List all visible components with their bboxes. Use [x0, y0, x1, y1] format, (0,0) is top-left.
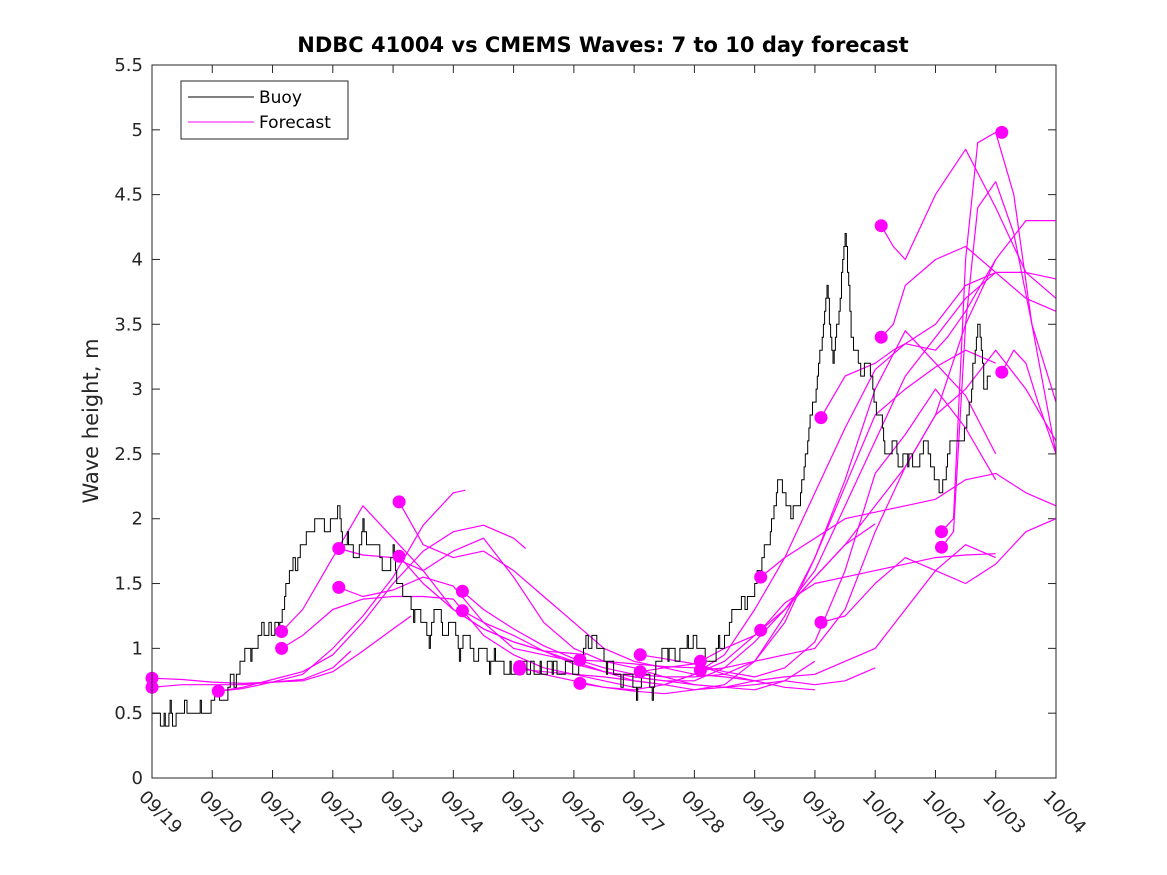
- forecast-marker: [693, 654, 707, 668]
- forecast-marker: [275, 625, 289, 638]
- forecast-marker: [275, 641, 289, 655]
- y-tick-label: 2: [132, 509, 143, 530]
- forecast-line: [218, 489, 466, 692]
- plot-frame: [151, 64, 1057, 779]
- forecast-marker: [814, 615, 828, 629]
- forecast-marker: [513, 662, 527, 676]
- y-tick-label: 0: [132, 768, 143, 789]
- forecast-marker: [573, 653, 587, 667]
- y-tick-label: 4.5: [114, 185, 143, 206]
- y-tick-label: 3: [132, 379, 143, 400]
- forecast-line: [880, 148, 1057, 299]
- forecast-line: [1001, 349, 1057, 455]
- forecast-line: [820, 220, 1056, 418]
- forecast-line: [281, 505, 586, 656]
- forecast-line: [760, 472, 1057, 578]
- legend-buoy-label: Buoy: [259, 88, 302, 108]
- forecast-marker: [633, 665, 647, 679]
- legend-forecast-label: Forecast: [259, 113, 331, 133]
- chart-title: NDBC 41004 vs CMEMS Waves: 7 to 10 day f…: [297, 33, 908, 57]
- forecast-marker: [693, 663, 707, 677]
- y-tick-label: 3.5: [114, 314, 143, 335]
- forecast-line: [760, 553, 996, 631]
- forecast-marker: [455, 604, 469, 618]
- forecast-marker: [814, 411, 828, 425]
- y-tick-label: 4: [132, 249, 143, 270]
- forecast-marker: [332, 580, 346, 594]
- forecast-marker: [455, 584, 469, 598]
- forecast-marker: [573, 676, 587, 690]
- forecast-marker: [995, 125, 1009, 139]
- forecast-marker: [392, 549, 406, 563]
- forecast-marker: [995, 365, 1009, 379]
- y-tick-label: 2.5: [114, 444, 143, 465]
- forecast-line: [151, 615, 412, 685]
- forecast-line: [820, 518, 1057, 623]
- forecast-marker: [754, 623, 768, 637]
- forecast-marker: [633, 648, 647, 662]
- forecast-line: [700, 349, 1057, 671]
- forecast-line: [579, 330, 997, 695]
- forecast-line: [218, 524, 527, 692]
- forecast-marker: [211, 684, 225, 698]
- forecast-line: [941, 181, 1057, 548]
- buoy-line: [152, 233, 991, 727]
- forecast-marker: [874, 330, 888, 344]
- y-tick-label: 1.5: [114, 574, 143, 595]
- y-tick-label: 0.5: [114, 703, 143, 724]
- legend-box: [180, 80, 349, 140]
- plot-area: [152, 65, 1056, 778]
- forecast-marker: [935, 525, 948, 539]
- forecast-marker: [332, 542, 346, 555]
- legend[interactable]: Buoy Forecast: [180, 80, 349, 140]
- forecast-marker: [874, 219, 888, 233]
- y-tick-label: 5: [132, 120, 143, 141]
- forecast-marker: [754, 570, 768, 584]
- y-tick-label: 1: [132, 638, 143, 659]
- forecast-line: [880, 245, 1057, 338]
- forecast-marker: [935, 540, 948, 554]
- data-layer: [145, 125, 1057, 727]
- y-tick-label: 5.5: [114, 55, 143, 76]
- forecast-marker: [392, 495, 406, 509]
- forecast-line: [941, 131, 1057, 533]
- y-axis-label: Wave height, m: [79, 338, 103, 503]
